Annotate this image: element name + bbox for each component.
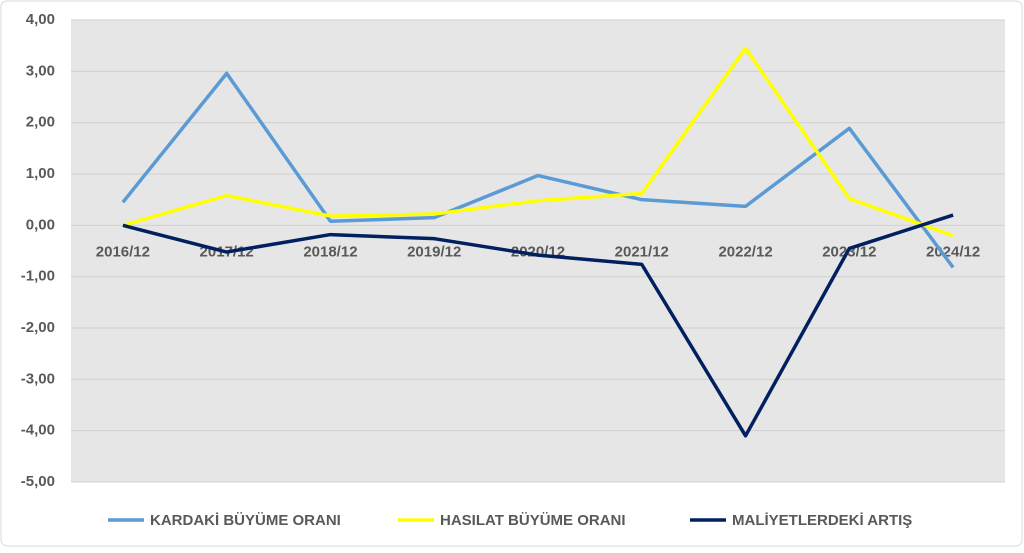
y-tick-label: -4,00 <box>21 422 55 439</box>
x-tick-label: 2021/12 <box>615 243 669 260</box>
y-tick-label: 4,00 <box>26 11 55 28</box>
y-tick-label: 1,00 <box>26 165 55 182</box>
series-line <box>122 46 954 238</box>
legend-label: HASILAT BÜYÜME ORANI <box>440 512 626 529</box>
x-tick-label: 2022/12 <box>718 243 772 260</box>
series-line <box>122 213 954 438</box>
y-tick-label: -1,00 <box>21 268 55 285</box>
y-tick-label: -5,00 <box>21 473 55 490</box>
legend-label: MALİYETLERDEKİ ARTIŞ <box>732 512 912 529</box>
x-tick-label: 2016/12 <box>96 243 150 260</box>
legend-label: KARDAKİ BÜYÜME ORANI <box>150 512 341 529</box>
y-tick-label: 2,00 <box>26 114 55 131</box>
x-tick-label: 2024/12 <box>926 243 980 260</box>
y-tick-label: -3,00 <box>21 370 55 387</box>
x-tick-label: 2019/12 <box>407 243 461 260</box>
series-line <box>121 71 955 269</box>
y-tick-label: -2,00 <box>21 319 55 336</box>
x-tick-label: 2018/12 <box>303 243 357 260</box>
y-tick-label: 0,00 <box>26 216 55 233</box>
y-tick-label: 3,00 <box>26 62 55 79</box>
